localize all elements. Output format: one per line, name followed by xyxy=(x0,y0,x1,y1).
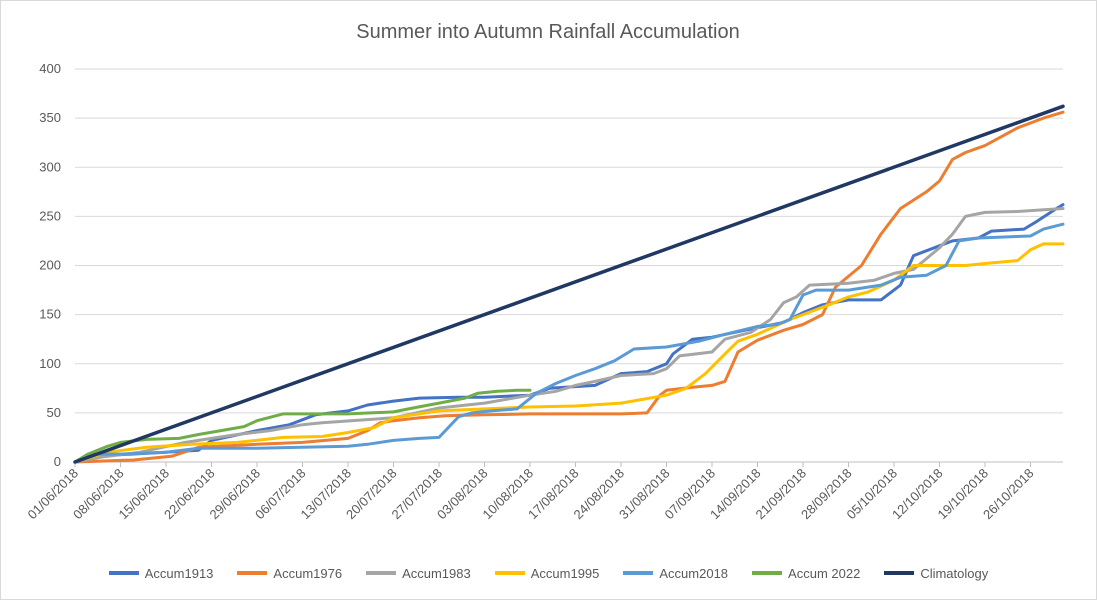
legend-item: Climatology xyxy=(884,566,988,581)
legend-swatch xyxy=(623,571,654,575)
legend-item: Accum1976 xyxy=(237,566,342,581)
series-line-accum1995 xyxy=(73,242,1065,464)
y-tick-label: 100 xyxy=(39,356,61,371)
y-tick-label: 300 xyxy=(39,159,61,174)
y-tick-label: 350 xyxy=(39,110,61,125)
y-tick-label: 400 xyxy=(39,61,61,76)
legend-item: Accum1913 xyxy=(108,565,214,581)
y-tick-label: 200 xyxy=(39,258,61,273)
series-line-accum1983 xyxy=(73,207,1065,464)
x-axis-ticks: 01/06/201808/06/201815/06/201822/06/2018… xyxy=(24,462,1037,522)
y-tick-label: 250 xyxy=(39,208,61,223)
y-tick-label: 50 xyxy=(47,405,61,420)
chart-title: Summer into Autumn Rainfall Accumulation xyxy=(356,21,740,43)
y-tick-label: 150 xyxy=(39,307,61,322)
legend-swatch xyxy=(494,571,525,575)
series-line-accum-2022 xyxy=(73,388,532,464)
legend-label: Accum 2022 xyxy=(788,565,861,581)
legend-label: Accum1983 xyxy=(402,565,471,581)
legend: Accum1913 Accum1976 Accum1983 Accum1995 Accu… xyxy=(0,561,1097,585)
legend-item: Accum2018 xyxy=(623,566,728,581)
series-line-accum1976 xyxy=(73,110,1065,464)
legend-swatch xyxy=(108,571,139,575)
legend-item: Accum1983 xyxy=(366,566,471,581)
series-line-climatology xyxy=(73,104,1065,464)
legend-label: Accum2018 xyxy=(659,565,729,581)
y-axis-ticks: 0 50 100 150 200 250 300 350 400 xyxy=(39,61,61,469)
legend-swatch xyxy=(366,571,397,575)
legend-swatch xyxy=(884,571,915,575)
legend-label: Accum1913 xyxy=(144,565,214,581)
series-line-accum2018 xyxy=(73,222,1065,464)
legend-label: Accum1995 xyxy=(530,565,600,581)
legend-label: Accum1976 xyxy=(273,565,343,581)
legend-item: Accum 2022 xyxy=(752,566,860,581)
series-line-accum1913 xyxy=(73,203,1065,464)
legend-label: Climatology xyxy=(920,565,989,581)
series-lines xyxy=(73,104,1065,464)
legend-swatch xyxy=(752,571,783,575)
legend-item: Accum1995 xyxy=(494,565,600,581)
legend-swatch xyxy=(237,571,268,575)
y-tick-label: 0 xyxy=(54,454,61,469)
